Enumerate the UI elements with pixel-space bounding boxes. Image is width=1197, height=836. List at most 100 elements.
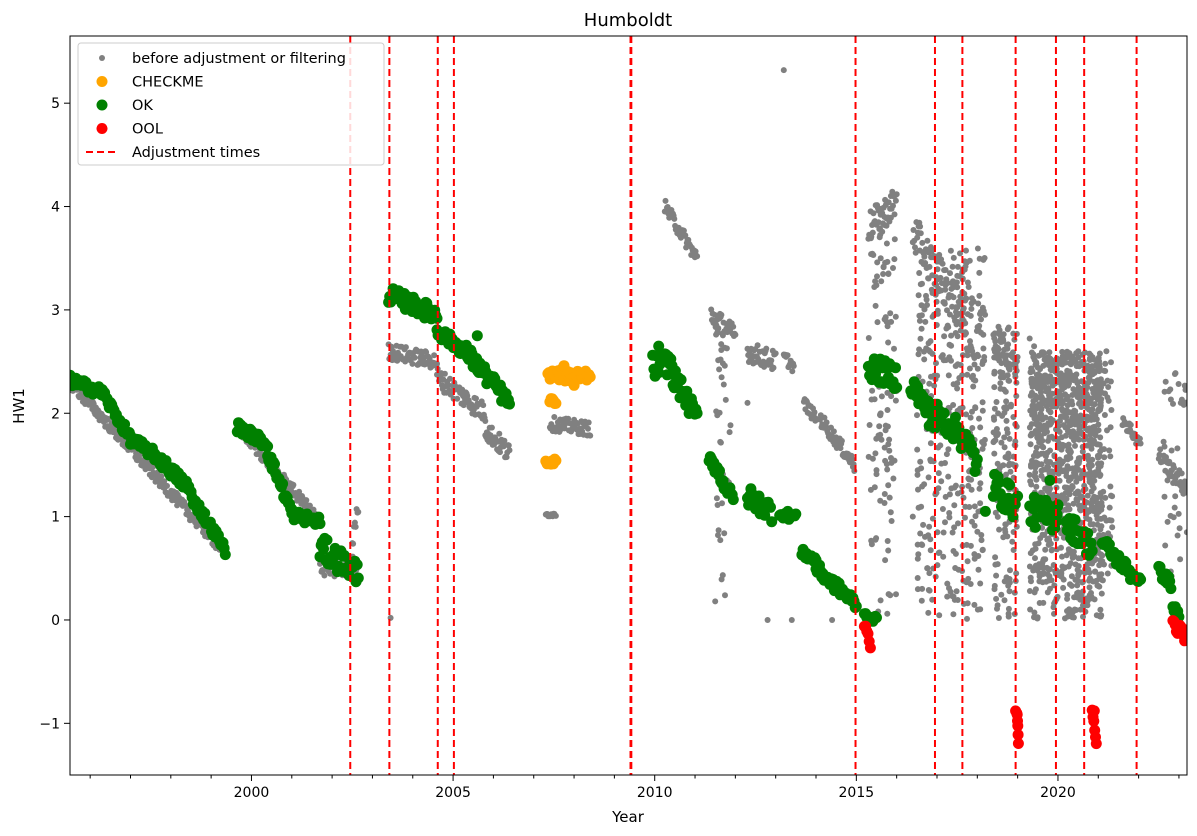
- data-point: [1075, 384, 1082, 391]
- data-point: [976, 415, 982, 422]
- data-point: [766, 516, 778, 528]
- data-point: [927, 458, 934, 465]
- data-point: [1105, 384, 1112, 390]
- data-point: [1063, 396, 1070, 403]
- data-point: [1100, 488, 1107, 495]
- data-point: [1065, 441, 1072, 448]
- data-point: [1085, 374, 1092, 381]
- data-point: [1048, 419, 1055, 426]
- data-point: [974, 365, 981, 372]
- data-point: [1085, 456, 1092, 463]
- data-point: [1175, 381, 1182, 387]
- data-point: [866, 422, 873, 428]
- x-tick-label: 2020: [1040, 785, 1076, 801]
- data-point: [1107, 453, 1114, 460]
- data-point: [996, 354, 1003, 360]
- data-point: [1065, 546, 1072, 553]
- data-point: [1000, 336, 1006, 343]
- data-point: [873, 535, 880, 542]
- data-point: [1000, 331, 1007, 338]
- data-point: [992, 338, 999, 345]
- data-point: [1044, 449, 1051, 456]
- data-point: [1044, 474, 1056, 486]
- data-point: [1093, 499, 1100, 506]
- data-point: [888, 518, 895, 524]
- data-point: [789, 368, 796, 375]
- data-point: [1091, 401, 1098, 408]
- data-point: [915, 504, 922, 511]
- data-point: [350, 540, 357, 547]
- data-point: [980, 441, 987, 448]
- data-point: [1095, 386, 1102, 393]
- data-point: [1013, 423, 1020, 430]
- data-point: [885, 199, 892, 206]
- data-point: [963, 247, 969, 254]
- data-point: [1045, 501, 1057, 513]
- data-point: [927, 440, 934, 447]
- data-point: [944, 280, 951, 286]
- data-point: [969, 425, 976, 431]
- data-point: [1042, 556, 1049, 563]
- data-point: [1069, 354, 1076, 361]
- data-point: [584, 371, 596, 383]
- data-point: [1164, 518, 1171, 525]
- data-point: [1075, 490, 1082, 497]
- data-point: [1059, 553, 1065, 560]
- data-point: [1167, 396, 1174, 403]
- data-point: [993, 477, 1005, 488]
- data-point: [995, 615, 1002, 621]
- data-point: [877, 225, 883, 232]
- data-point: [919, 542, 926, 548]
- data-point: [1058, 434, 1065, 441]
- data-point: [409, 360, 416, 367]
- data-point: [979, 304, 986, 311]
- data-point: [944, 307, 950, 314]
- data-point: [713, 331, 720, 338]
- data-point: [948, 342, 955, 349]
- data-point: [1026, 335, 1033, 342]
- data-point: [940, 553, 947, 560]
- data-point: [914, 586, 921, 593]
- data-point: [869, 229, 876, 236]
- data-point: [1036, 439, 1043, 446]
- data-point: [1026, 424, 1033, 431]
- data-point: [920, 521, 927, 528]
- data-point: [971, 522, 978, 529]
- legend-box: [77, 42, 385, 166]
- data-point: [993, 595, 1000, 602]
- data-point: [1041, 397, 1048, 404]
- data-point: [990, 331, 997, 338]
- data-point: [865, 335, 872, 341]
- data-point: [1007, 511, 1019, 523]
- data-point: [1101, 454, 1108, 461]
- data-point: [991, 405, 998, 412]
- legend: before adjustment or filtering CHECKME OK O…: [77, 42, 385, 166]
- data-point: [1107, 483, 1114, 490]
- data-point: [884, 389, 891, 396]
- data-point: [753, 490, 765, 502]
- data-point: [1047, 585, 1053, 592]
- legend-label: OOL: [132, 122, 163, 138]
- data-point: [1039, 443, 1045, 450]
- data-point: [873, 467, 880, 474]
- data-point: [763, 345, 770, 352]
- data-point: [978, 537, 985, 544]
- data-point: [788, 617, 795, 623]
- data-point: [351, 559, 363, 571]
- data-point: [992, 554, 999, 561]
- data-point: [1002, 521, 1009, 528]
- data-point: [1083, 391, 1090, 398]
- data-point: [892, 397, 899, 404]
- data-point: [1167, 386, 1174, 393]
- data-point: [441, 370, 448, 377]
- data-point: [1005, 377, 1012, 384]
- data-point: [871, 396, 878, 403]
- data-point: [1108, 407, 1115, 413]
- legend-marker: [96, 99, 108, 111]
- data-point: [1105, 530, 1112, 537]
- data-point: [929, 596, 936, 603]
- data-point: [1057, 370, 1064, 377]
- data-point: [675, 374, 687, 386]
- data-point: [550, 455, 562, 467]
- data-point: [723, 345, 730, 352]
